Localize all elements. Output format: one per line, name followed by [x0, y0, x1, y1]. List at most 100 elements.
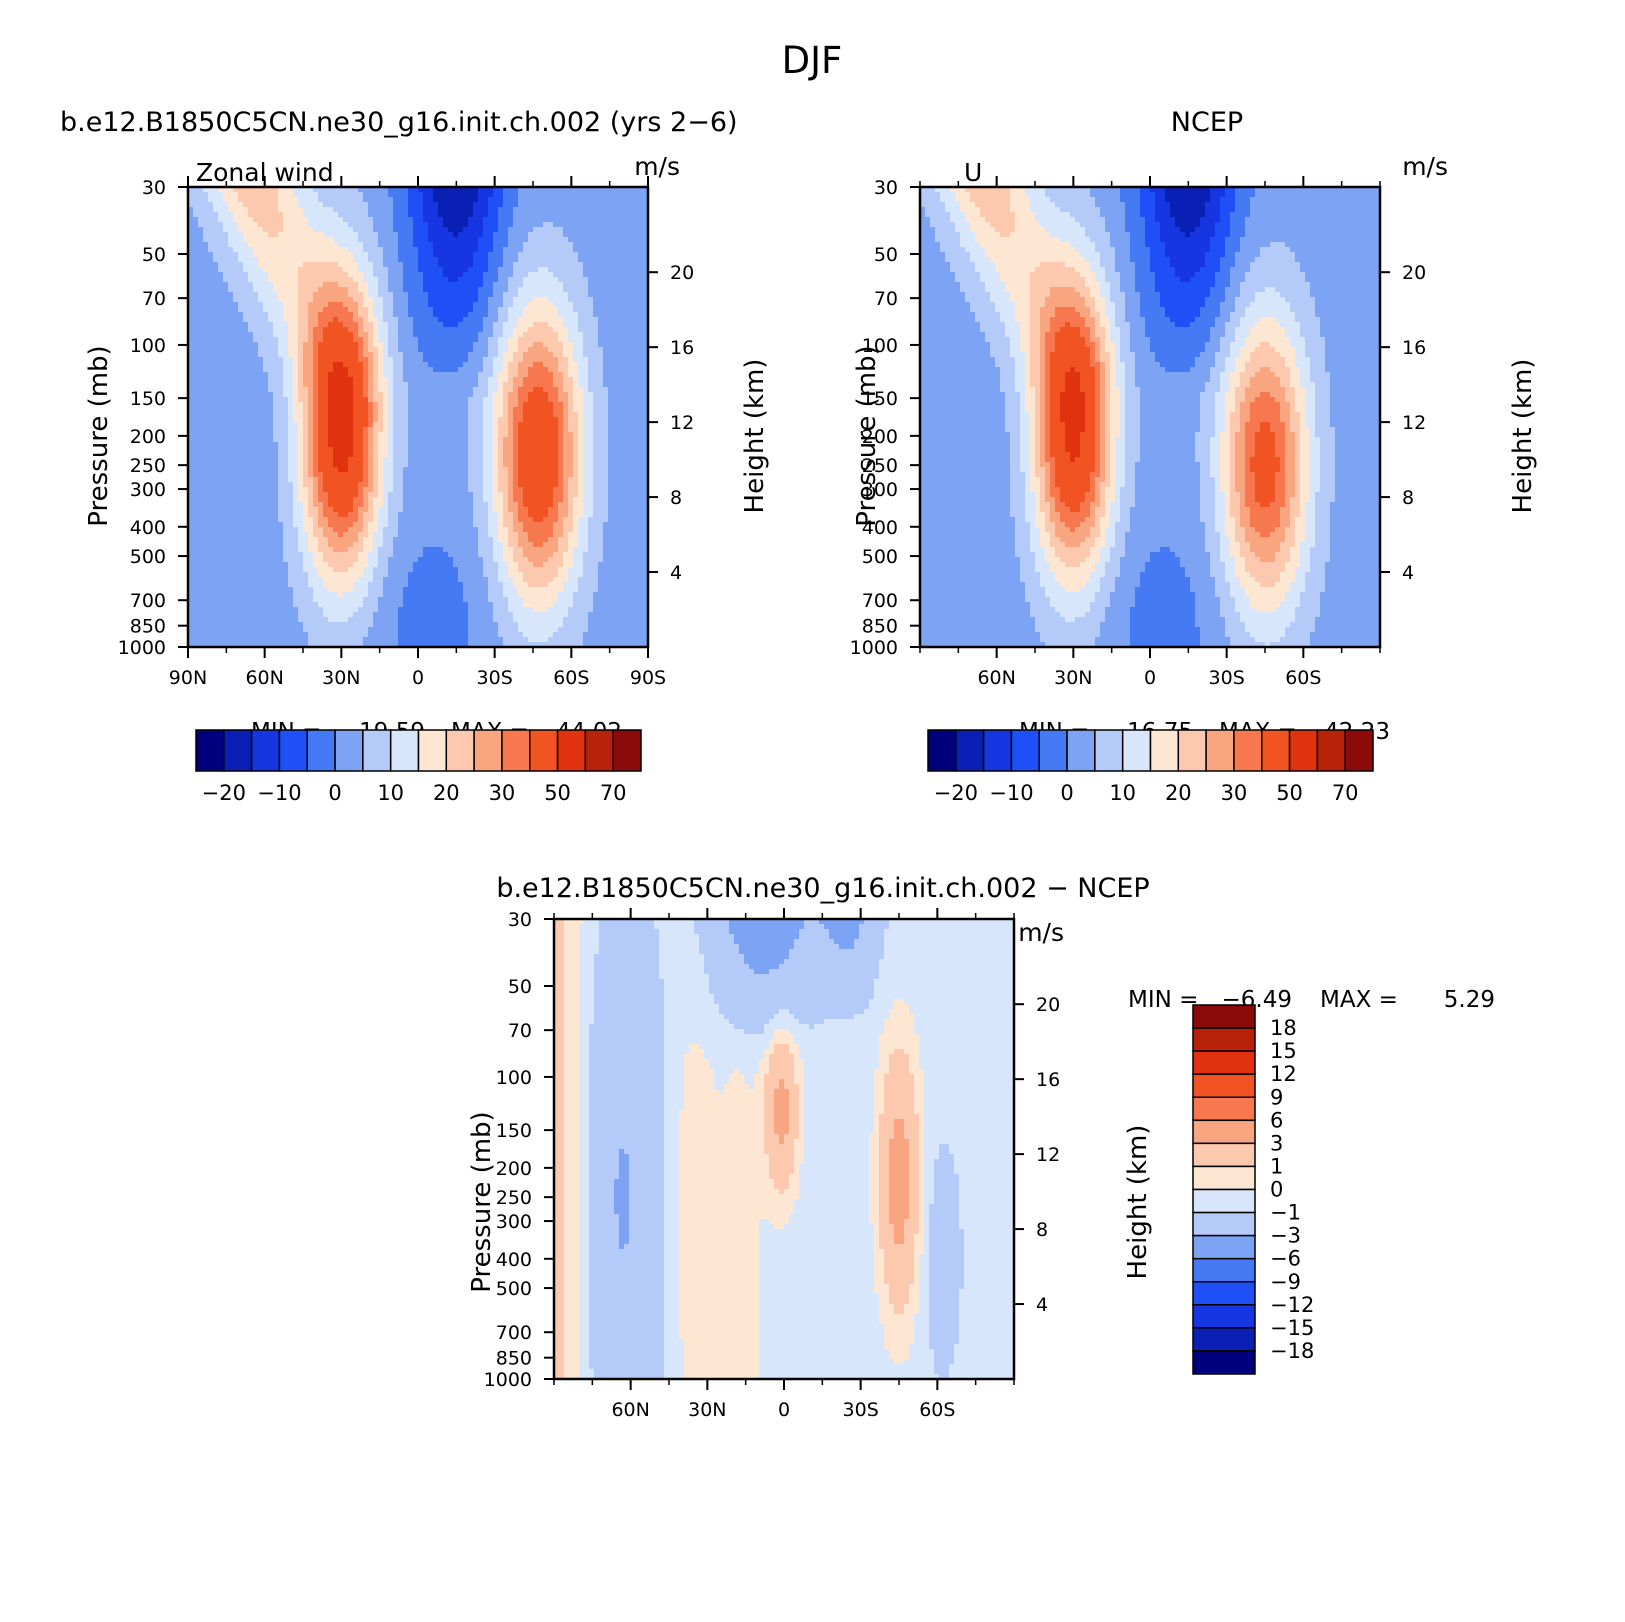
contour-cell: [208, 587, 214, 593]
contour-cell: [453, 262, 459, 268]
contour-cell: [263, 637, 269, 643]
contour-cell: [288, 382, 294, 388]
contour-cell: [323, 377, 329, 383]
contour-cell: [238, 417, 244, 423]
contour-cell: [218, 557, 224, 563]
contour-cell: [373, 362, 379, 368]
contour-cell: [378, 592, 384, 598]
contour-cell: [433, 467, 439, 473]
contour-cell: [208, 362, 214, 368]
contour-cell: [318, 487, 324, 493]
contour-cell: [403, 282, 409, 288]
contour-cell: [353, 342, 359, 348]
contour-cell: [383, 307, 389, 313]
contour-cell: [203, 472, 209, 478]
contour-cell: [203, 467, 209, 473]
contour-cell: [388, 517, 394, 523]
contour-cell: [278, 392, 284, 398]
contour-cell: [208, 192, 214, 198]
contour-cell: [398, 412, 404, 418]
contour-cell: [193, 482, 199, 488]
contour-cell: [338, 432, 344, 438]
contour-cell: [233, 302, 239, 308]
contour-cell: [298, 212, 304, 218]
contour-cell: [418, 272, 424, 278]
contour-cell: [423, 447, 429, 453]
contour-cell: [408, 407, 414, 413]
contour-cell: [308, 542, 314, 548]
contour-cell: [338, 387, 344, 393]
contour-cell: [303, 432, 309, 438]
contour-cell: [298, 267, 304, 273]
contour-cell: [278, 422, 284, 428]
contour-cell: [203, 507, 209, 513]
contour-cell: [418, 287, 424, 293]
contour-cell: [343, 197, 349, 203]
contour-cell: [198, 507, 204, 513]
contour-cell: [293, 562, 299, 568]
contour-cell: [418, 572, 424, 578]
contour-cell: [243, 307, 249, 313]
contour-cell: [328, 252, 334, 258]
contour-cell: [293, 292, 299, 298]
contour-cell: [408, 377, 414, 383]
contour-cell: [223, 342, 229, 348]
contour-cell: [318, 307, 324, 313]
contour-cell: [433, 322, 439, 328]
contour-cell: [333, 302, 339, 308]
contour-cell: [208, 562, 214, 568]
contour-cell: [398, 532, 404, 538]
contour-cell: [383, 192, 389, 198]
contour-cell: [343, 512, 349, 518]
contour-cell: [358, 532, 364, 538]
contour-cell: [213, 427, 219, 433]
contour-cell: [453, 227, 459, 233]
contour-cell: [263, 382, 269, 388]
contour-cell: [223, 407, 229, 413]
contour-cell: [358, 557, 364, 563]
contour-cell: [348, 302, 354, 308]
contour-cell: [203, 412, 209, 418]
contour-cell: [413, 312, 419, 318]
contour-cell: [228, 407, 234, 413]
contour-cell: [368, 567, 374, 573]
contour-cell: [443, 392, 449, 398]
contour-cell: [278, 512, 284, 518]
contour-cell: [373, 232, 379, 238]
contour-cell: [433, 357, 439, 363]
contour-cell: [403, 622, 409, 628]
contour-cell: [193, 427, 199, 433]
contour-cell: [263, 327, 269, 333]
contour-cell: [308, 247, 314, 253]
contour-cell: [293, 302, 299, 308]
contour-cell: [218, 437, 224, 443]
contour-cell: [303, 402, 309, 408]
contour-cell: [443, 607, 449, 613]
contour-cell: [328, 567, 334, 573]
contour-cell: [433, 347, 439, 353]
contour-cell: [353, 352, 359, 358]
contour-cell: [223, 417, 229, 423]
contour-cell: [403, 522, 409, 528]
contour-cell: [393, 362, 399, 368]
contour-cell: [383, 442, 389, 448]
contour-cell: [268, 477, 274, 483]
contour-cell: [308, 467, 314, 473]
contour-cell: [403, 462, 409, 468]
contour-cell: [398, 377, 404, 383]
contour-cell: [303, 377, 309, 383]
contour-cell: [298, 217, 304, 223]
contour-cell: [263, 472, 269, 478]
contour-cell: [243, 527, 249, 533]
contour-cell: [373, 367, 379, 373]
contour-cell: [273, 267, 279, 273]
contour-cell: [433, 557, 439, 563]
contour-cell: [408, 412, 414, 418]
contour-cell: [438, 307, 444, 313]
contour-cell: [298, 367, 304, 373]
contour-cell: [433, 487, 439, 493]
contour-cell: [193, 557, 199, 563]
contour-cell: [353, 502, 359, 508]
contour-cell: [248, 267, 254, 273]
contour-cell: [368, 197, 374, 203]
